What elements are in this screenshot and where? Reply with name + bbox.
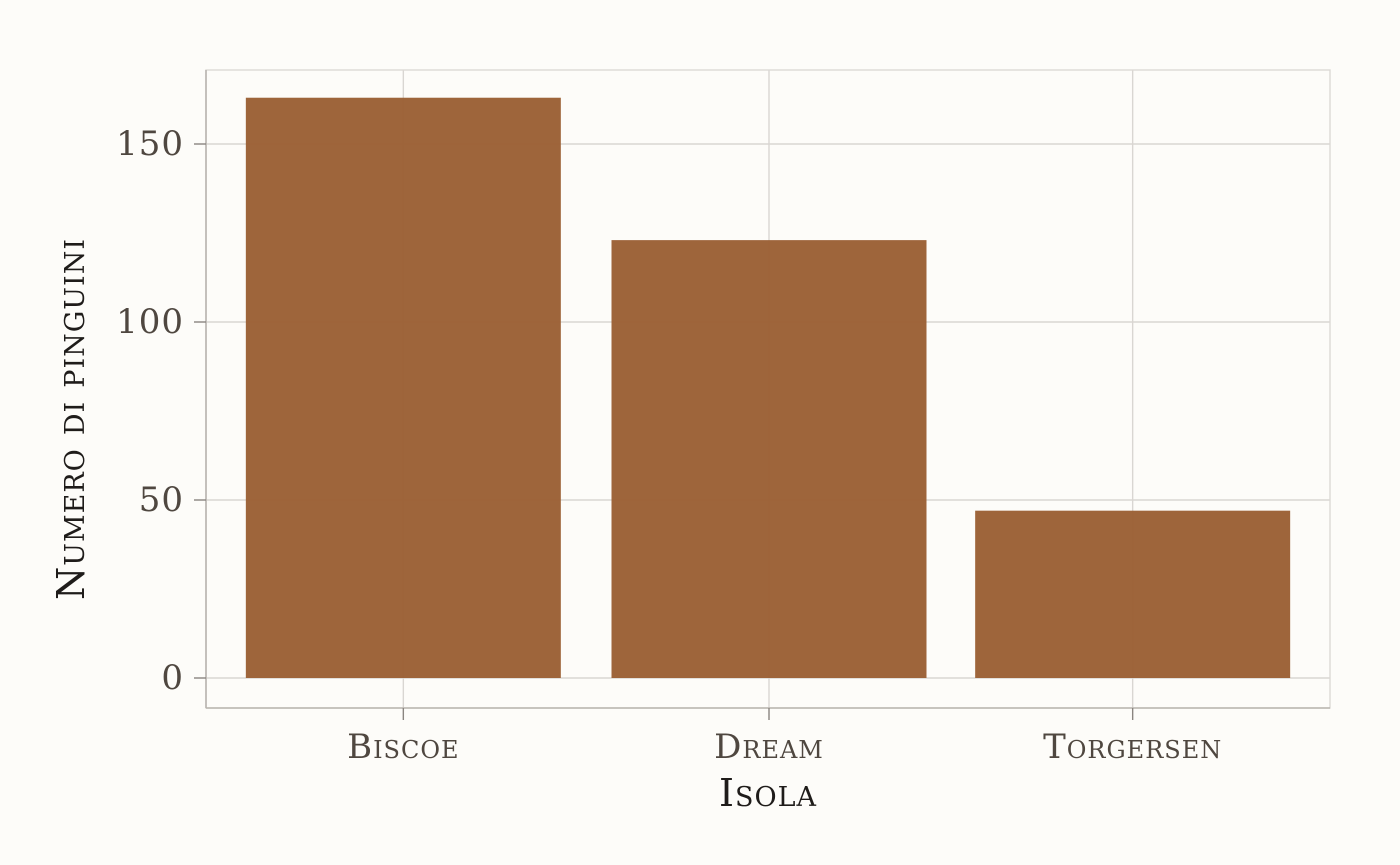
bars — [245, 97, 1291, 679]
plot-frame — [205, 69, 1331, 709]
bar-torgersen — [975, 510, 1291, 678]
y-tick-label-0: 0 — [161, 658, 184, 698]
x-tick-label-biscoe: Biscoe — [347, 727, 459, 767]
y-tick-label-50: 50 — [139, 480, 184, 520]
bar-biscoe — [245, 97, 561, 679]
x-axis-title: Isola — [719, 771, 817, 815]
y-axis-title: Numero di pinguini — [49, 238, 93, 600]
x-tick-label-dream: Dream — [714, 727, 824, 767]
y-tick-label-150: 150 — [116, 124, 184, 164]
x-tick-label-torgersen: Torgersen — [1043, 727, 1222, 767]
tick-labels: 0 50 100 150 Biscoe Dream Torgersen — [116, 124, 1222, 767]
y-tick-label-100: 100 — [116, 302, 184, 342]
bar-dream — [611, 240, 927, 678]
